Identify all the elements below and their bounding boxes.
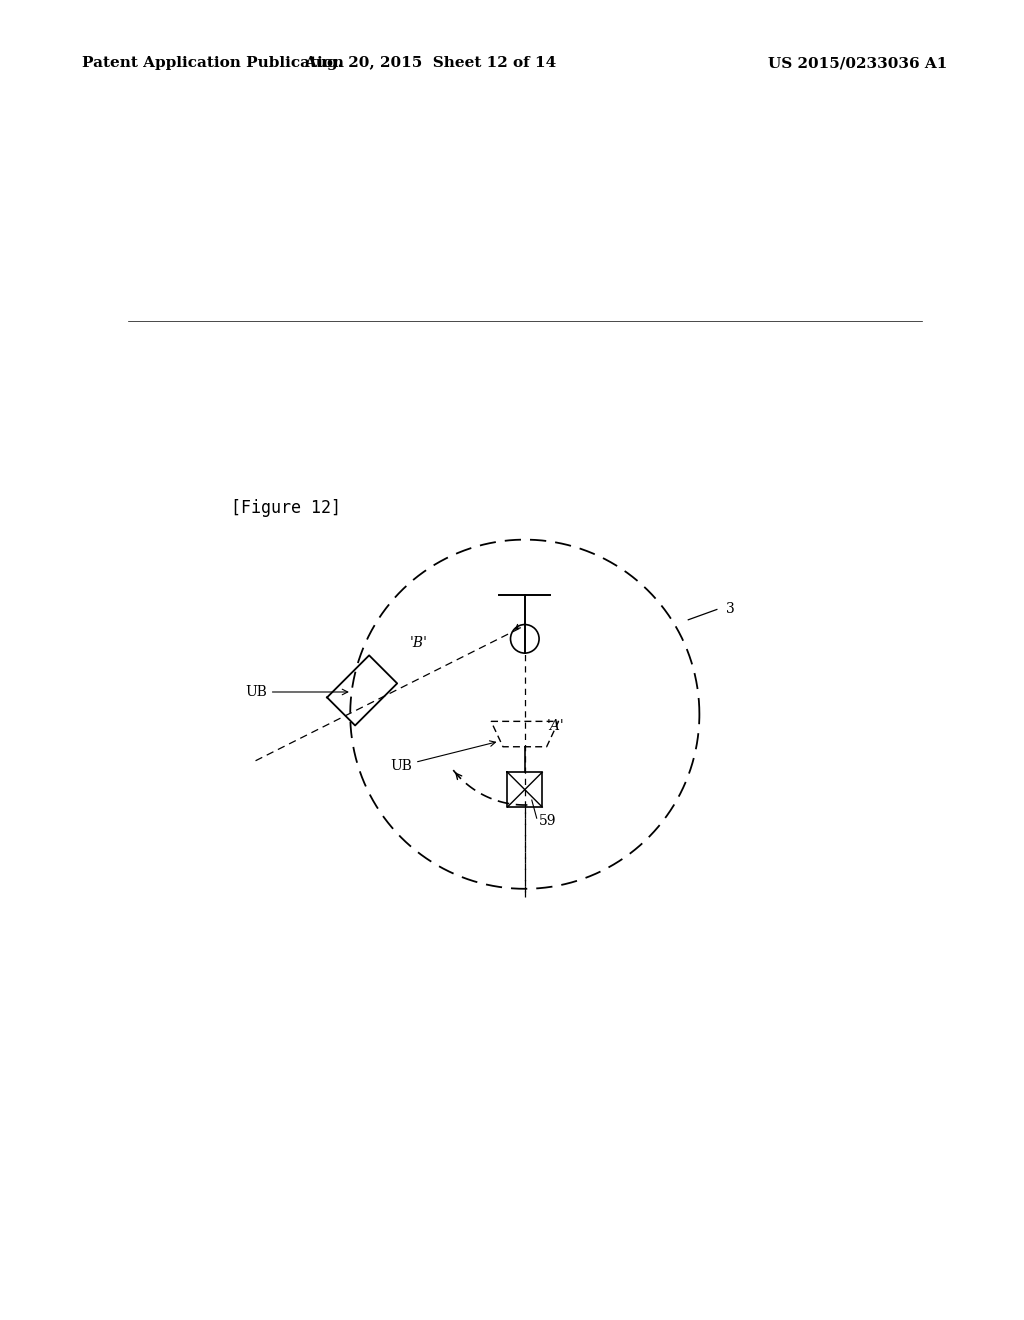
Text: Aug. 20, 2015  Sheet 12 of 14: Aug. 20, 2015 Sheet 12 of 14 <box>304 57 556 70</box>
Text: UB: UB <box>245 685 348 700</box>
Text: Patent Application Publication: Patent Application Publication <box>82 57 344 70</box>
Text: 'B': 'B' <box>410 636 428 649</box>
Text: US 2015/0233036 A1: US 2015/0233036 A1 <box>768 57 947 70</box>
Text: 'A': 'A' <box>547 719 565 733</box>
Text: UB: UB <box>390 741 496 772</box>
Text: 59: 59 <box>539 814 557 829</box>
Text: 3: 3 <box>726 602 734 616</box>
Text: [Figure 12]: [Figure 12] <box>231 499 341 517</box>
